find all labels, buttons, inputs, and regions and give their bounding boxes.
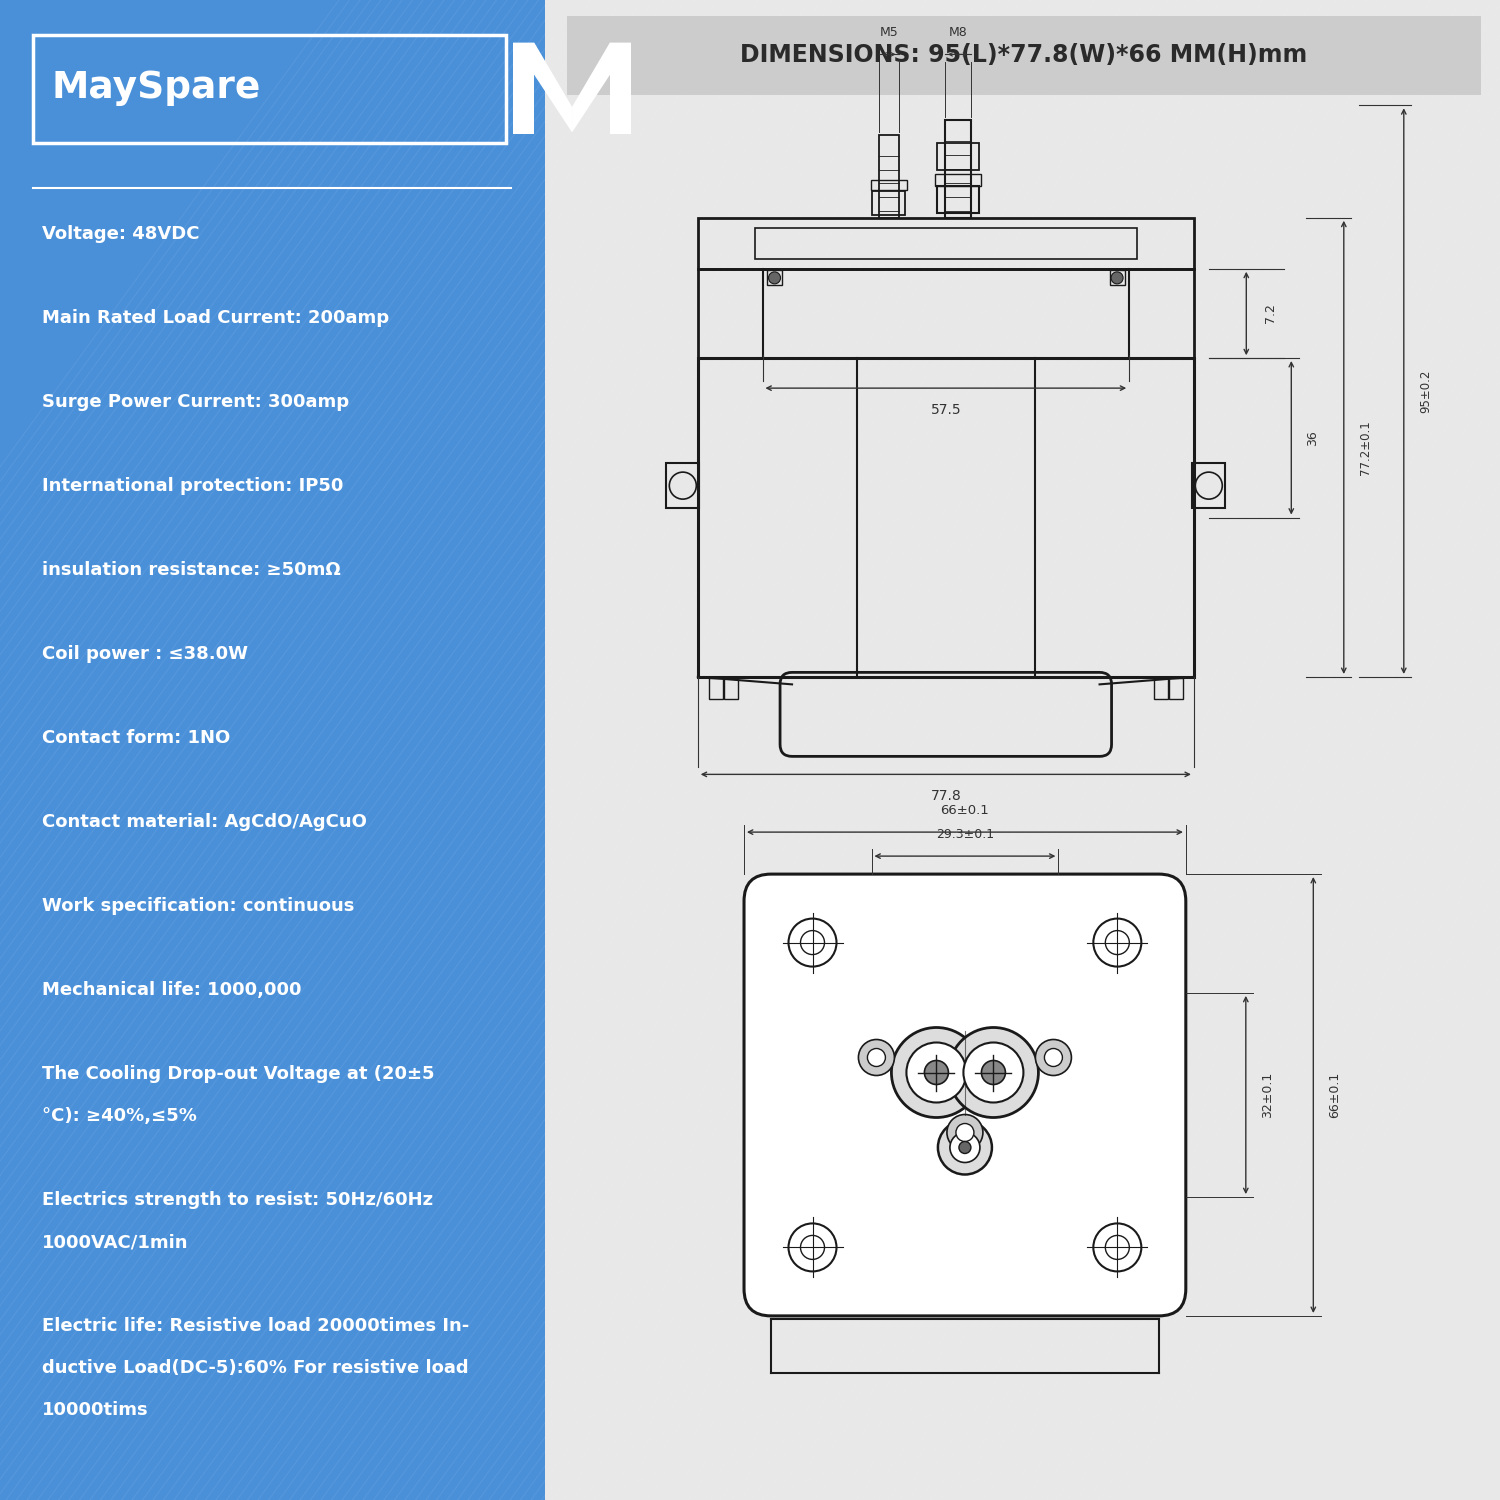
Circle shape [1112, 272, 1124, 284]
Bar [513, 42, 534, 135]
Circle shape [946, 1114, 982, 1150]
Bar [879, 135, 898, 218]
Bar [567, 16, 1480, 94]
Bar [710, 678, 723, 699]
Bar [698, 268, 1194, 358]
Text: Contact material: AgCdO/AgCuO: Contact material: AgCdO/AgCuO [42, 813, 368, 831]
Text: 77.2±0.1: 77.2±0.1 [1359, 420, 1372, 474]
Circle shape [858, 1040, 894, 1076]
Circle shape [906, 1042, 966, 1102]
Circle shape [1044, 1048, 1062, 1066]
Text: Voltage: 48VDC: Voltage: 48VDC [42, 225, 200, 243]
Bar [0, 0, 544, 1500]
Bar [33, 34, 506, 142]
Text: DIMENSIONS: 95(L)*77.8(W)*66 MM(H)mm: DIMENSIONS: 95(L)*77.8(W)*66 MM(H)mm [740, 44, 1308, 68]
Bar [1192, 464, 1225, 509]
Text: °C): ≥40%,≤5%: °C): ≥40%,≤5% [42, 1107, 196, 1125]
Bar [766, 270, 782, 285]
Text: 1000VAC/1min: 1000VAC/1min [42, 1233, 189, 1251]
Circle shape [891, 1028, 981, 1118]
Circle shape [924, 1060, 948, 1084]
Bar [945, 120, 970, 218]
Text: MaySpare: MaySpare [51, 70, 261, 106]
Text: International protection: IP50: International protection: IP50 [42, 477, 344, 495]
Text: The Cooling Drop-out Voltage at (20±5: The Cooling Drop-out Voltage at (20±5 [42, 1065, 435, 1083]
Circle shape [958, 1142, 970, 1154]
Text: 32±0.1: 32±0.1 [1262, 1072, 1274, 1118]
Bar [870, 180, 907, 190]
Circle shape [950, 1132, 980, 1162]
Text: 36: 36 [1306, 430, 1320, 445]
Bar [666, 464, 699, 509]
Text: M8: M8 [948, 27, 968, 39]
Bar [1110, 270, 1125, 285]
Text: insulation resistance: ≥50mΩ: insulation resistance: ≥50mΩ [42, 561, 340, 579]
Text: 95±0.2: 95±0.2 [1419, 369, 1432, 413]
Circle shape [1035, 1040, 1071, 1076]
Bar [934, 174, 981, 186]
Polygon shape [572, 42, 632, 132]
Circle shape [963, 1042, 1023, 1102]
Text: 10000tims: 10000tims [42, 1401, 148, 1419]
Bar [938, 144, 980, 171]
Text: Work specification: continuous: Work specification: continuous [42, 897, 354, 915]
Bar [544, 0, 1500, 1500]
Circle shape [768, 272, 780, 284]
Bar [938, 186, 980, 213]
Bar [698, 358, 1194, 676]
Text: Electrics strength to resist: 50Hz/60Hz: Electrics strength to resist: 50Hz/60Hz [42, 1191, 433, 1209]
Text: Coil power : ≤38.0W: Coil power : ≤38.0W [42, 645, 248, 663]
Text: Surge Power Current: 300amp: Surge Power Current: 300amp [42, 393, 350, 411]
Text: Main Rated Load Current: 200amp: Main Rated Load Current: 200amp [42, 309, 388, 327]
Polygon shape [513, 42, 572, 132]
Bar [873, 190, 906, 214]
Circle shape [938, 1120, 992, 1174]
Circle shape [981, 1060, 1005, 1084]
Text: 29.3±0.1: 29.3±0.1 [936, 828, 994, 842]
Bar [1154, 678, 1167, 699]
Text: 66±0.1: 66±0.1 [940, 804, 990, 818]
Circle shape [956, 1124, 974, 1142]
Bar [754, 228, 1137, 258]
Bar [1168, 678, 1182, 699]
Bar [610, 42, 632, 135]
Text: Electric life: Resistive load 20000times In-: Electric life: Resistive load 20000times… [42, 1317, 469, 1335]
Circle shape [867, 1048, 885, 1066]
Bar [724, 678, 738, 699]
Text: 66±0.1: 66±0.1 [1329, 1072, 1341, 1118]
Text: Contact form: 1NO: Contact form: 1NO [42, 729, 231, 747]
Text: ductive Load(DC-5):60% For resistive load: ductive Load(DC-5):60% For resistive loa… [42, 1359, 468, 1377]
Bar [698, 217, 1194, 268]
Circle shape [948, 1028, 1038, 1118]
Text: M5: M5 [879, 27, 898, 39]
Text: 57.5: 57.5 [930, 404, 962, 417]
Text: Mechanical life: 1000,000: Mechanical life: 1000,000 [42, 981, 302, 999]
PathPatch shape [744, 874, 1186, 1316]
Text: 77.8: 77.8 [930, 789, 962, 804]
Text: 7.2: 7.2 [1264, 303, 1278, 324]
